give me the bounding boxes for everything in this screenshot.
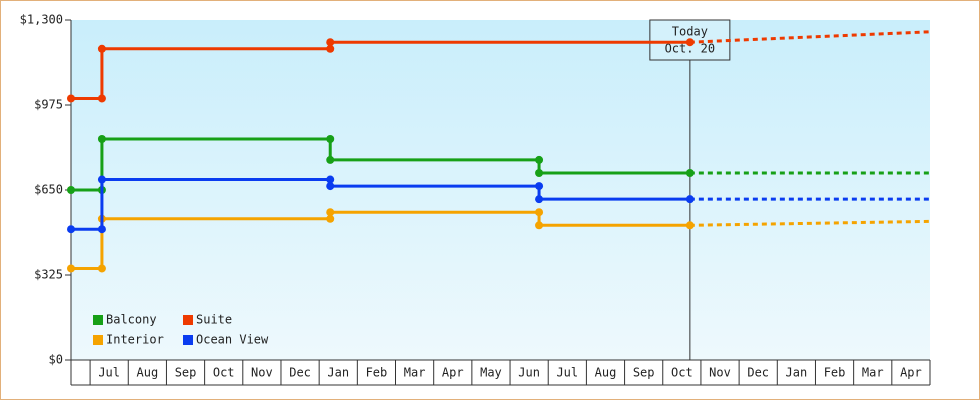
y-tick-label: $325 <box>34 268 63 282</box>
y-tick-label: $650 <box>34 183 63 197</box>
legend-swatch <box>183 335 193 345</box>
data-point <box>326 44 335 53</box>
data-point <box>326 155 335 164</box>
x-tick-label: Sep <box>175 366 197 380</box>
data-point <box>326 182 335 191</box>
x-tick-label: Nov <box>709 366 731 380</box>
data-point <box>67 225 75 234</box>
legend-label: Interior <box>106 333 164 347</box>
projection-line <box>689 30 931 44</box>
data-point <box>97 135 106 143</box>
data-point <box>97 264 106 273</box>
data-point <box>97 175 106 184</box>
data-point <box>67 186 75 194</box>
x-tick-label: Feb <box>824 366 846 380</box>
data-point <box>535 155 544 164</box>
x-tick-label: Nov <box>251 366 273 380</box>
y-tick-label: $1,300 <box>20 13 63 27</box>
x-tick-label: Apr <box>900 366 922 380</box>
data-point <box>535 169 544 177</box>
legend-label: Ocean View <box>196 333 269 347</box>
x-tick-label: Jul <box>556 366 578 380</box>
x-tick-label: Jul <box>98 366 120 380</box>
x-tick-label: Apr <box>442 366 464 380</box>
legend-swatch <box>93 315 103 325</box>
y-tick-label: $0 <box>49 353 63 367</box>
y-tick-label: $975 <box>34 98 63 112</box>
data-point <box>326 175 335 184</box>
series-line <box>71 40 690 100</box>
x-tick-label: Mar <box>404 366 426 380</box>
x-tick-label: Jan <box>786 366 808 380</box>
data-point <box>685 38 694 47</box>
data-point <box>326 214 335 223</box>
legend-label: Balcony <box>106 313 157 327</box>
data-point <box>97 44 106 53</box>
data-point <box>685 169 694 177</box>
plot-area <box>71 20 930 360</box>
legend-swatch <box>183 315 193 325</box>
data-point <box>535 182 544 191</box>
x-tick-label: Jan <box>327 366 349 380</box>
x-tick-label: Jun <box>518 366 540 380</box>
data-point <box>67 94 75 103</box>
data-point <box>67 264 75 273</box>
x-tick-label: Aug <box>595 366 617 380</box>
data-point <box>326 38 335 47</box>
x-tick-label: Oct <box>671 366 693 380</box>
x-tick-label: Dec <box>289 366 311 380</box>
data-point <box>535 195 544 204</box>
data-point <box>326 208 335 217</box>
data-point <box>685 221 694 230</box>
data-point <box>97 94 106 103</box>
data-point <box>535 208 544 217</box>
x-tick-label: Mar <box>862 366 884 380</box>
data-point <box>685 195 694 204</box>
data-point <box>326 135 335 143</box>
x-tick-label: Oct <box>213 366 235 380</box>
x-tick-label: Sep <box>633 366 655 380</box>
x-tick-label: Feb <box>366 366 388 380</box>
projection-line <box>689 219 931 227</box>
data-point <box>535 221 544 230</box>
annotation-text: Oct. 20 <box>665 42 716 56</box>
data-point <box>97 225 106 234</box>
x-tick-label: May <box>480 366 502 380</box>
legend-label: Suite <box>196 313 232 327</box>
legend-swatch <box>93 335 103 345</box>
annotation-text: Today <box>672 25 708 39</box>
x-tick-label: Dec <box>747 366 769 380</box>
x-tick-label: Aug <box>137 366 159 380</box>
